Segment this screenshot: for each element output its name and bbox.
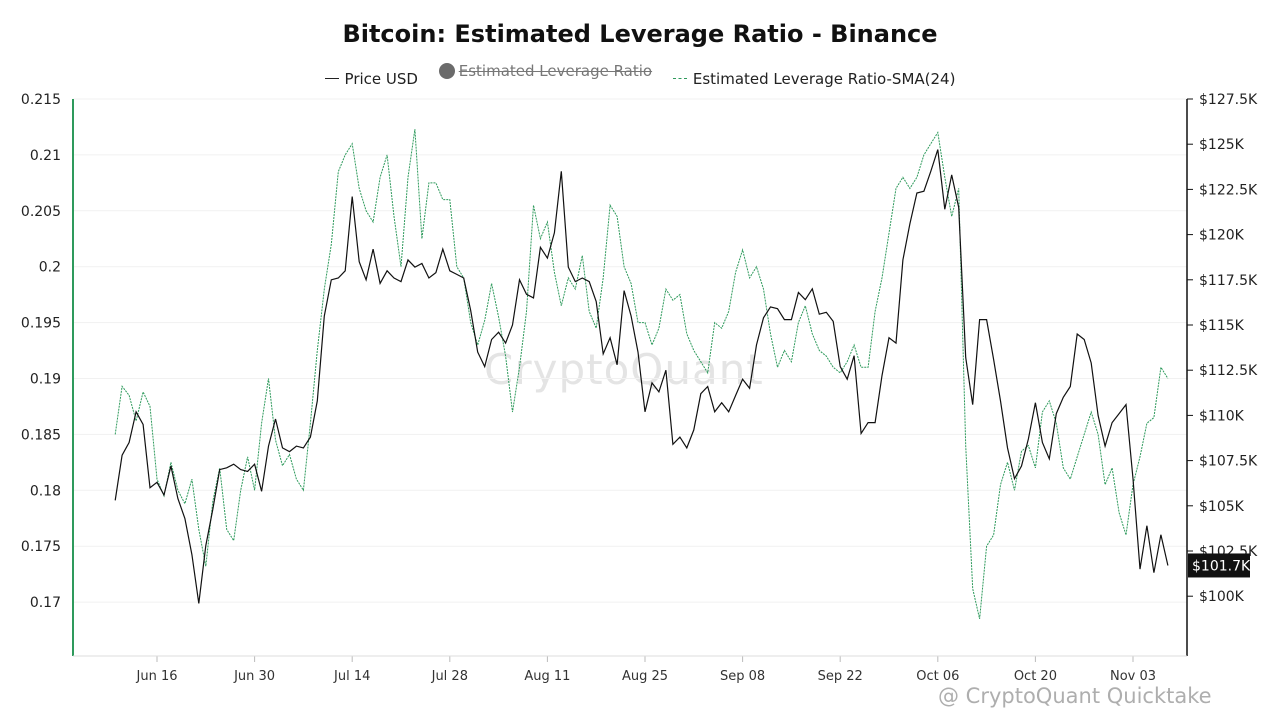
left-tick-label: 0.205	[21, 204, 61, 220]
legend-item-leverage-ratio[interactable]: Estimated Leverage Ratio	[438, 62, 653, 80]
watermark-center: CryptoQuant	[484, 345, 764, 394]
x-tick-label: Sep 08	[720, 669, 765, 684]
left-tick-label: 0.215	[21, 92, 61, 108]
current-price-label: $101.7K	[1192, 558, 1251, 574]
x-tick-label: Nov 03	[1110, 669, 1156, 684]
left-tick-label: 0.19	[30, 372, 61, 388]
right-tick-label: $120K	[1199, 228, 1245, 244]
legend-dot-icon	[438, 63, 455, 79]
x-tick-label: Oct 20	[1014, 669, 1057, 684]
left-tick-label: 0.185	[21, 427, 61, 443]
series-line-sma	[114, 129, 1169, 620]
x-tick-label: Aug 11	[524, 669, 570, 684]
right-tick-label: $115K	[1199, 318, 1245, 334]
left-axis-ticks: 0.215 0.21 0.205 0.2 0.195 0.19 0.185 0.18 0.175…	[21, 92, 61, 611]
series-line-price	[114, 149, 1169, 604]
legend-item-sma[interactable]: Estimated Leverage Ratio-SMA(24)	[672, 69, 956, 88]
left-tick-label: 0.18	[30, 483, 61, 499]
chart-legend: Price USD Estimated Leverage Ratio Estim…	[0, 62, 1280, 88]
watermark-corner: @ CryptoQuant Quicktake	[938, 684, 1212, 708]
right-tick-label: $105K	[1199, 499, 1245, 515]
x-tick-label: Jul 28	[431, 669, 468, 684]
x-tick-label: Aug 25	[622, 669, 668, 684]
current-price-badge-bg	[1188, 553, 1250, 578]
legend-swatch-sma	[672, 78, 687, 79]
right-tick-label: $107.5K	[1199, 454, 1258, 470]
left-tick-label: 0.175	[21, 539, 61, 555]
current-price-badge: $101.7K	[1188, 553, 1251, 578]
right-tick-label: $122.5K	[1199, 182, 1258, 198]
legend-item-price[interactable]: Price USD	[324, 69, 418, 88]
x-tick-label: Jun 16	[136, 669, 178, 684]
right-tick-label: $127.5K	[1199, 92, 1258, 108]
right-tick-label: $112.5K	[1199, 363, 1258, 379]
chart-title: Bitcoin: Estimated Leverage Ratio - Bina…	[342, 20, 938, 48]
legend-label-sma: Estimated Leverage Ratio-SMA(24)	[692, 69, 956, 88]
x-tick-label: Oct 06	[916, 669, 959, 684]
left-tick-label: 0.2	[39, 260, 61, 276]
left-tick-label: 0.17	[30, 595, 61, 611]
x-tick-label: Sep 22	[818, 669, 863, 684]
left-tick-label: 0.195	[21, 316, 61, 332]
x-axis-ticks: Jun 16 Jun 30 Jul 14 Jul 28 Aug 11 Aug 25 Sep …	[136, 656, 1156, 684]
right-tick-label: $100K	[1199, 589, 1245, 605]
x-tick-label: Jun 30	[233, 669, 275, 684]
right-tick-label: $117.5K	[1199, 273, 1258, 289]
left-tick-label: 0.21	[30, 148, 61, 164]
right-tick-label: $125K	[1199, 137, 1245, 153]
right-axis-ticks: $127.5K $125K $122.5K $120K $117.5K $115K $112…	[1187, 92, 1258, 605]
legend-swatch-price	[324, 78, 339, 79]
right-tick-label: $110K	[1199, 408, 1245, 424]
legend-label-price: Price USD	[344, 69, 418, 88]
x-tick-label: Jul 14	[333, 669, 370, 684]
legend-label-leverage-ratio: Estimated Leverage Ratio	[458, 62, 653, 80]
grid-lines	[73, 98, 1187, 603]
